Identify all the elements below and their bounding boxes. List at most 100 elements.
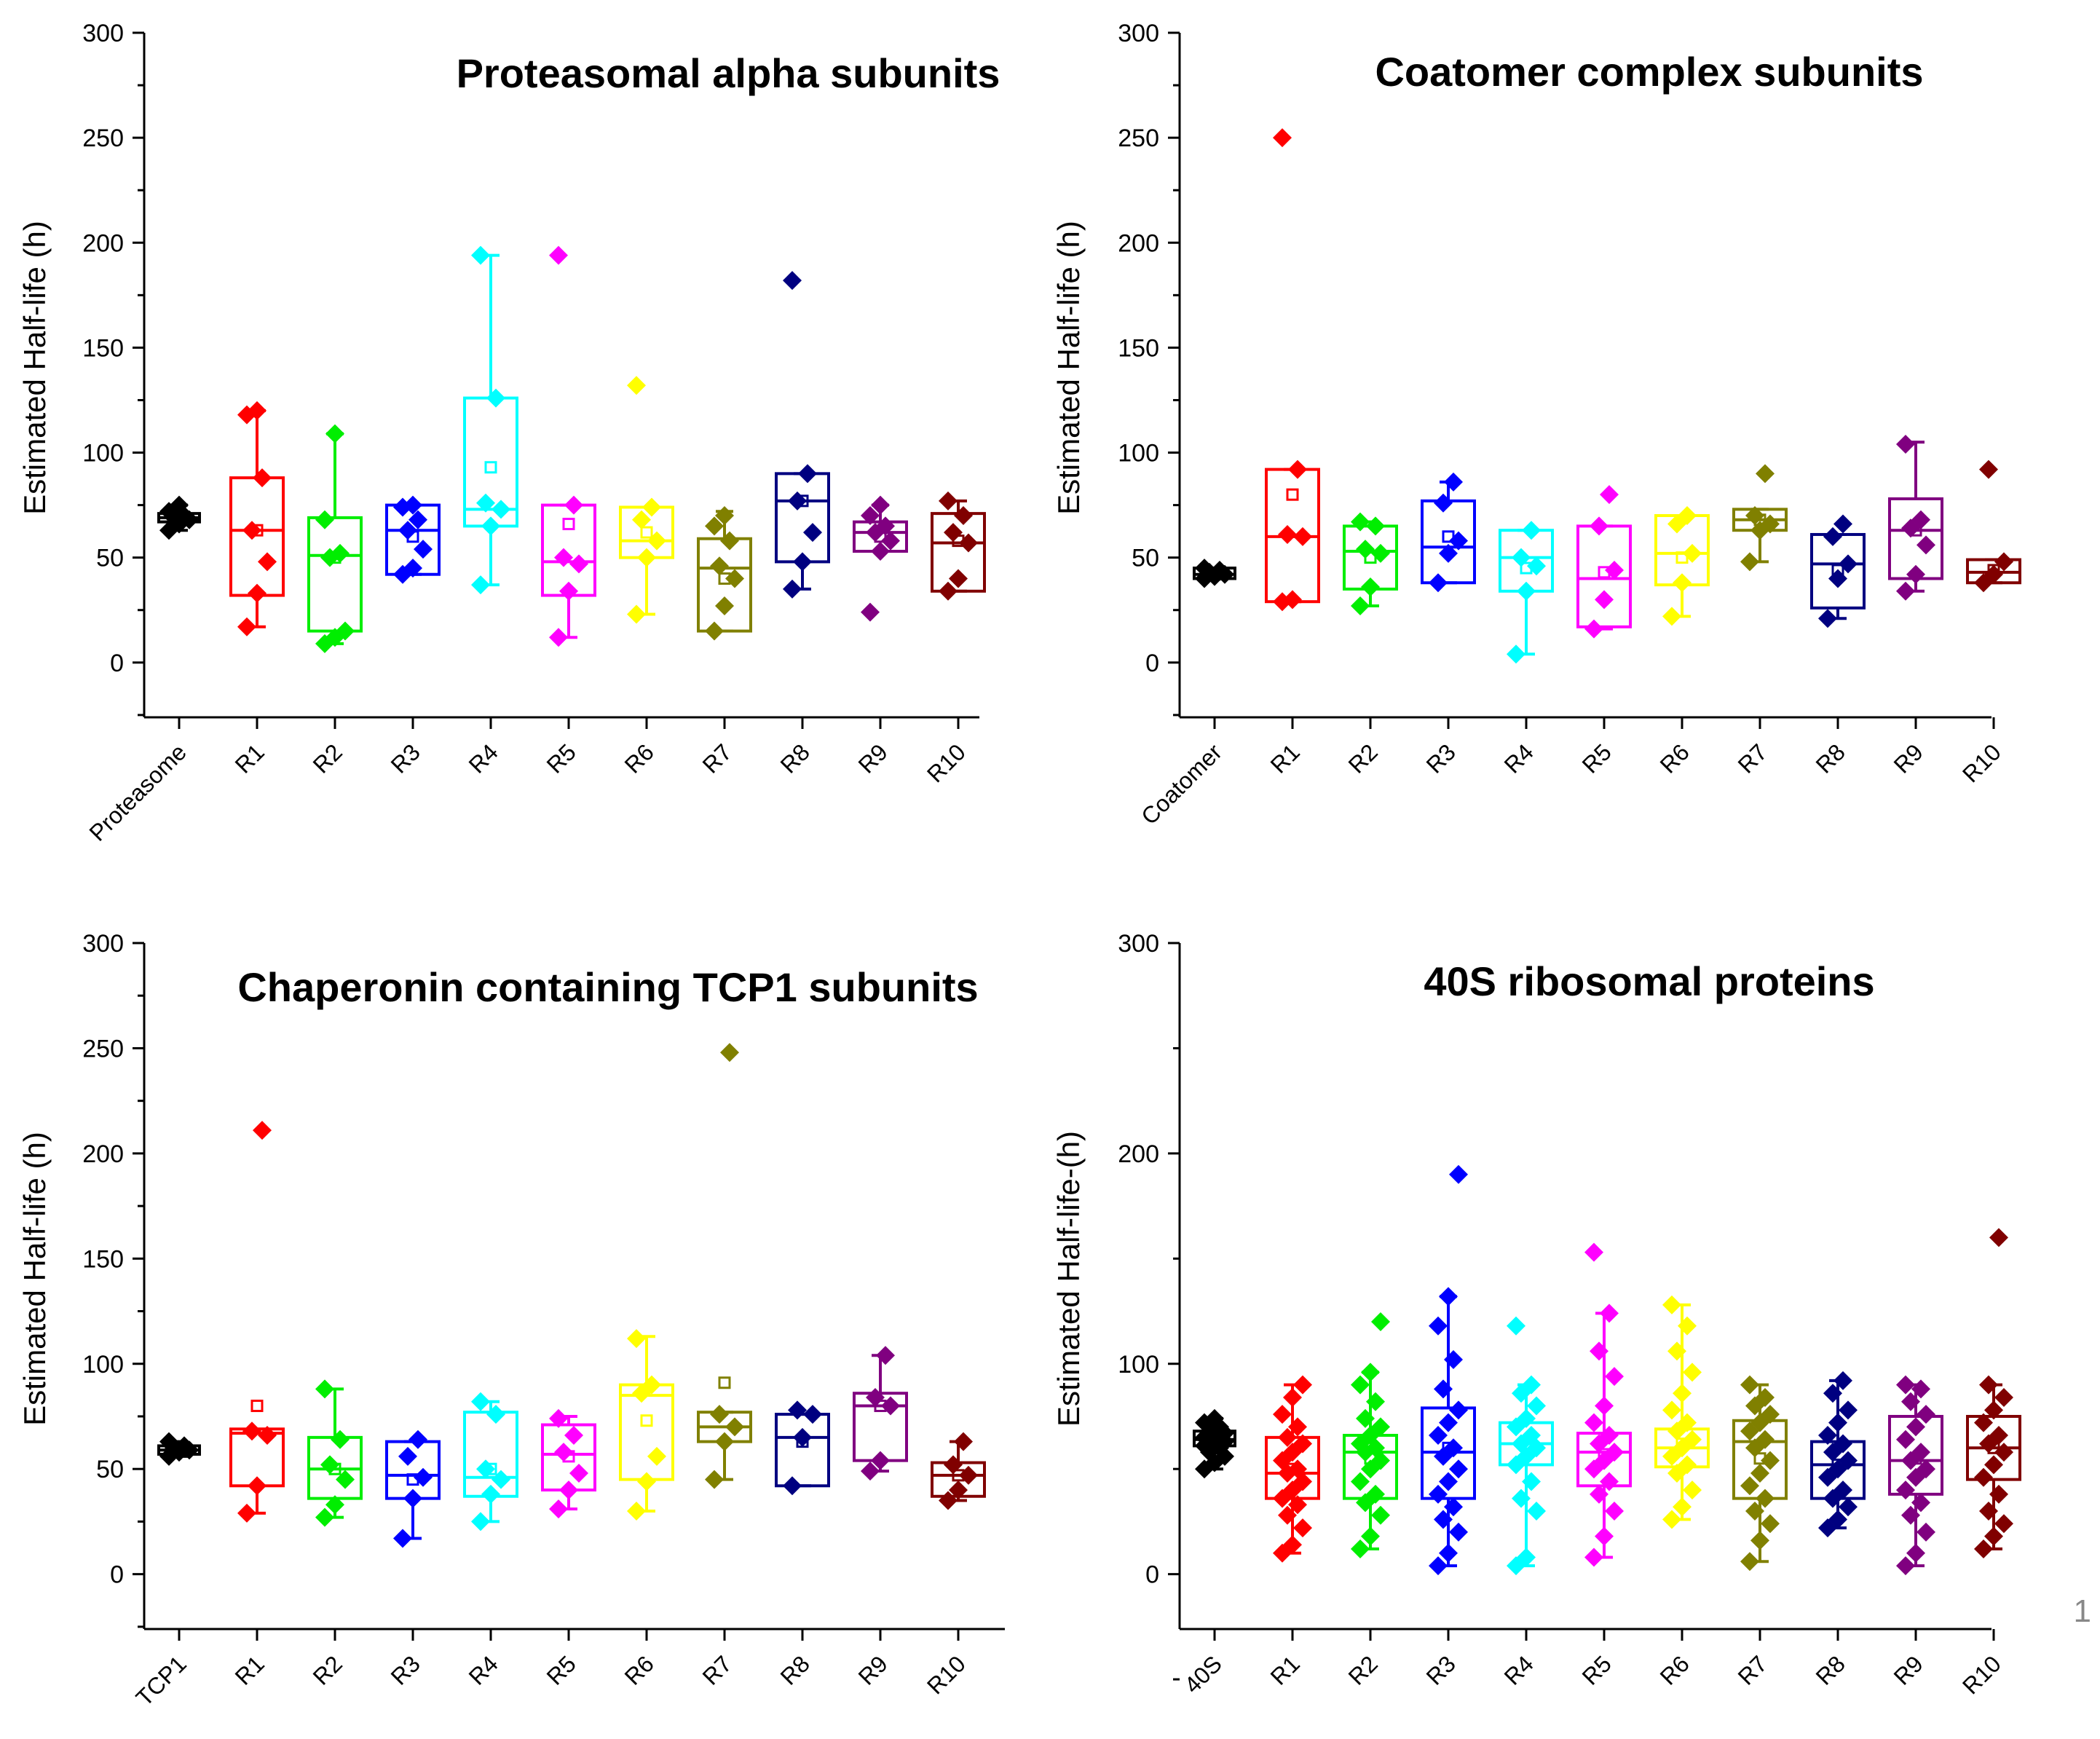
data-point bbox=[325, 1495, 344, 1515]
data-point bbox=[471, 575, 490, 595]
x-tick-label: Coatomer bbox=[1136, 738, 1227, 829]
data-point bbox=[793, 1427, 812, 1447]
data-point bbox=[1584, 1413, 1603, 1432]
data-point bbox=[715, 596, 734, 615]
data-point bbox=[1984, 1400, 2003, 1420]
data-point bbox=[1901, 1392, 1920, 1411]
y-tick-label: 0 bbox=[110, 1561, 124, 1589]
box-40s bbox=[1193, 1408, 1236, 1479]
data-point bbox=[159, 1432, 178, 1451]
data-point bbox=[549, 1408, 568, 1428]
box-r7 bbox=[1732, 464, 1788, 572]
box-r2 bbox=[307, 1379, 363, 1527]
data-point bbox=[1584, 1547, 1603, 1567]
data-point bbox=[1678, 506, 1697, 526]
x-tick-label: R2 bbox=[308, 738, 347, 778]
data-point bbox=[1745, 506, 1764, 526]
box-tcp1 bbox=[157, 1432, 201, 1466]
data-point bbox=[1896, 1375, 1915, 1395]
data-point bbox=[564, 1425, 583, 1445]
data-point bbox=[1283, 1535, 1302, 1555]
box-r5 bbox=[1576, 1242, 1632, 1567]
data-point bbox=[471, 1512, 490, 1531]
chart-title: Coatomer complex subunits bbox=[1375, 49, 1923, 95]
box-r9 bbox=[853, 1346, 908, 1481]
data-point bbox=[1605, 560, 1624, 580]
data-point bbox=[1439, 1287, 1458, 1306]
x-tick-label: R4 bbox=[464, 738, 503, 778]
box-r1 bbox=[1265, 1375, 1320, 1563]
data-point bbox=[1210, 560, 1229, 580]
data-point bbox=[705, 621, 724, 641]
data-point bbox=[1896, 1556, 1915, 1576]
data-point bbox=[1429, 1556, 1448, 1576]
y-tick-label: 250 bbox=[82, 125, 124, 152]
x-tick-label: R2 bbox=[1343, 1650, 1383, 1689]
data-point bbox=[1678, 1413, 1697, 1432]
data-point bbox=[1974, 1413, 1993, 1432]
data-point bbox=[1683, 1363, 1702, 1382]
data-point bbox=[627, 1501, 646, 1521]
data-point bbox=[881, 1396, 900, 1416]
data-point bbox=[1444, 1497, 1463, 1517]
data-point bbox=[1989, 1228, 2008, 1247]
data-point bbox=[559, 581, 578, 601]
data-point bbox=[1361, 1526, 1380, 1546]
data-point bbox=[1590, 1341, 1608, 1361]
x-tick-label: 40S bbox=[1179, 1650, 1227, 1698]
data-point bbox=[1818, 1425, 1837, 1445]
data-point bbox=[783, 271, 802, 291]
y-tick-label: 300 bbox=[1118, 20, 1159, 47]
data-point bbox=[492, 1470, 510, 1489]
data-point bbox=[725, 1417, 744, 1437]
data-point bbox=[954, 506, 973, 526]
data-point bbox=[1434, 1379, 1453, 1399]
data-point bbox=[1351, 1539, 1370, 1558]
data-point bbox=[1595, 1526, 1614, 1546]
data-point bbox=[1662, 1295, 1681, 1314]
data-point bbox=[403, 1488, 422, 1508]
data-point bbox=[939, 581, 958, 601]
data-point bbox=[1761, 1405, 1780, 1424]
y-tick-label: 300 bbox=[82, 930, 124, 958]
data-point bbox=[1293, 1434, 1312, 1454]
box-r6 bbox=[619, 1329, 674, 1521]
data-point bbox=[1351, 512, 1370, 532]
data-point bbox=[1590, 1484, 1608, 1504]
data-point bbox=[1911, 510, 1930, 529]
data-point bbox=[1745, 1501, 1764, 1521]
box-r9 bbox=[1888, 435, 1943, 601]
data-point bbox=[1293, 1518, 1312, 1538]
box-r2 bbox=[1343, 512, 1398, 615]
data-point bbox=[1273, 128, 1292, 148]
data-point bbox=[1371, 1505, 1390, 1525]
data-point bbox=[471, 1392, 490, 1411]
data-point bbox=[1994, 552, 2013, 572]
data-point bbox=[954, 1432, 973, 1451]
data-point bbox=[1600, 1472, 1619, 1491]
y-tick-label: 150 bbox=[1118, 334, 1159, 362]
data-point bbox=[725, 569, 744, 588]
data-point bbox=[871, 1451, 890, 1470]
data-point bbox=[939, 1491, 958, 1510]
y-tick-label: 100 bbox=[1118, 440, 1159, 468]
data-point bbox=[476, 1459, 495, 1479]
data-point bbox=[720, 1043, 739, 1062]
x-tick-label: R5 bbox=[1577, 738, 1617, 778]
data-point bbox=[1683, 543, 1702, 563]
data-point bbox=[1605, 1501, 1624, 1521]
data-point bbox=[1994, 1443, 2013, 1462]
data-point bbox=[253, 1121, 272, 1140]
box-r6 bbox=[1654, 506, 1710, 626]
data-point bbox=[1678, 1316, 1697, 1336]
y-tick-label: 100 bbox=[82, 1351, 124, 1379]
data-point bbox=[637, 548, 656, 567]
x-tick-label: R5 bbox=[1577, 1650, 1617, 1689]
data-point bbox=[1351, 1472, 1370, 1491]
data-point bbox=[175, 1436, 194, 1456]
box-r2 bbox=[307, 424, 363, 653]
box-r1 bbox=[229, 1121, 285, 1523]
data-point bbox=[1906, 564, 1925, 584]
x-tick-label: R7 bbox=[1733, 738, 1772, 778]
data-point bbox=[248, 1476, 267, 1496]
